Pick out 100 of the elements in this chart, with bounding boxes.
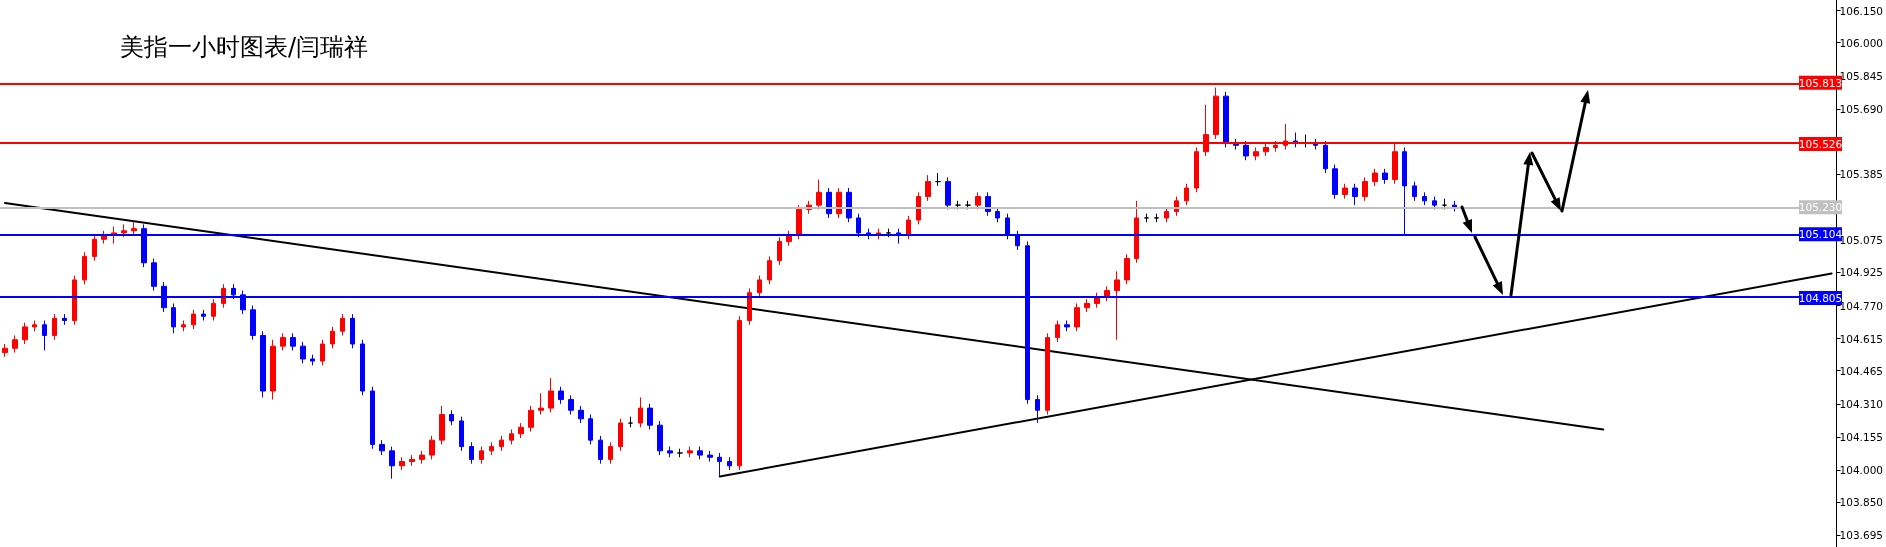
candlestick <box>667 446 673 458</box>
ref-line-label: 105.526 <box>1798 138 1843 151</box>
candlestick <box>1134 200 1139 264</box>
candlestick <box>419 450 425 465</box>
candlestick <box>2 343 8 358</box>
candlestick <box>1332 164 1338 200</box>
candlestick <box>270 339 276 401</box>
candlestick <box>836 187 842 219</box>
candlestick <box>1223 91 1229 148</box>
candlestick <box>489 441 494 456</box>
candlestick <box>459 416 464 452</box>
candlestick <box>687 446 693 458</box>
candlestick <box>370 386 375 450</box>
candlestick <box>965 200 971 210</box>
candlestick <box>211 298 216 322</box>
candlestick <box>1124 253 1130 285</box>
candlestick <box>568 394 574 416</box>
candlestick <box>757 275 762 298</box>
candlestick <box>429 435 435 460</box>
y-tick-label: 103.695 <box>1839 529 1883 542</box>
candlestick <box>518 422 524 439</box>
candlestick <box>399 456 405 471</box>
candlestick <box>379 439 385 456</box>
candlestick <box>479 446 484 465</box>
candlestick <box>499 435 504 452</box>
y-tick-label: 106.150 <box>1839 4 1883 17</box>
candlestick <box>1084 298 1090 313</box>
candlestick <box>340 313 345 336</box>
candlestick <box>151 258 157 292</box>
candlestick <box>52 313 57 341</box>
candlestick <box>657 420 663 456</box>
candlestick <box>925 174 931 202</box>
ref-line-label: 105.230 <box>1798 201 1843 214</box>
ref-line-label: 105.813 <box>1798 76 1843 89</box>
candlestick <box>727 456 732 471</box>
candlestick <box>796 204 802 240</box>
candlestick <box>737 315 742 471</box>
candlestick <box>469 441 474 465</box>
candlestick <box>82 251 87 285</box>
candlestick <box>598 435 603 465</box>
candlestick <box>121 223 127 238</box>
y-tick-label: 104.155 <box>1839 430 1883 443</box>
candlestick <box>717 452 722 477</box>
candlestick <box>955 200 961 210</box>
candlestick <box>260 330 266 398</box>
candlestick <box>1243 140 1249 161</box>
candlestick <box>72 275 77 326</box>
candlestick <box>767 255 772 285</box>
candlestick <box>608 441 613 465</box>
candlestick <box>638 396 643 428</box>
candlestick <box>906 215 911 240</box>
candlestick <box>300 341 306 364</box>
y-tick-label: 104.925 <box>1839 266 1883 279</box>
y-tick-label: 105.690 <box>1839 102 1883 115</box>
candlestick <box>201 309 206 322</box>
candlestick <box>528 405 534 433</box>
candlestick <box>22 322 28 345</box>
candlestick <box>995 206 1000 223</box>
candlestick <box>816 178 822 210</box>
candlestick <box>360 339 365 396</box>
candlestick <box>826 187 832 219</box>
candlestick <box>578 405 584 424</box>
candlestick <box>389 446 395 480</box>
y-tick-label: 104.310 <box>1839 397 1883 410</box>
candlestick <box>1074 302 1080 332</box>
candlestick <box>310 354 315 366</box>
candlestick <box>250 305 256 341</box>
candlestick <box>280 332 286 351</box>
candlestick <box>131 221 137 236</box>
candlestick <box>558 386 564 405</box>
candlestick <box>916 191 921 225</box>
candlestick <box>1064 320 1070 332</box>
ref-line-label: 104.805 <box>1798 292 1843 305</box>
candlestick <box>935 172 941 187</box>
y-tick-label: 104.000 <box>1839 464 1883 477</box>
candlestick <box>62 313 67 326</box>
candlestick <box>330 326 335 349</box>
candlestick <box>1253 146 1259 161</box>
candlestick <box>747 287 752 326</box>
candlestick <box>409 454 415 467</box>
candlestick <box>1442 198 1447 210</box>
candlestick <box>320 339 325 366</box>
candlestick <box>975 191 981 210</box>
candlestick <box>697 446 703 460</box>
candlestick <box>1303 134 1308 148</box>
y-tick-label: 103.850 <box>1839 496 1883 509</box>
y-tick-label: 104.465 <box>1839 364 1883 377</box>
candlestick <box>1035 394 1040 424</box>
candlestick <box>350 313 355 349</box>
candlestick <box>1372 168 1378 187</box>
candlestick <box>588 414 593 445</box>
candlestick <box>1055 320 1060 343</box>
candlestick <box>548 377 554 413</box>
candlestick <box>42 320 47 351</box>
candlestick <box>290 332 296 351</box>
y-tick-label: 104.615 <box>1839 332 1883 345</box>
candlestick <box>1432 196 1437 210</box>
candlestick <box>92 234 97 262</box>
candlestick <box>1412 181 1417 202</box>
candlestick <box>647 403 653 430</box>
